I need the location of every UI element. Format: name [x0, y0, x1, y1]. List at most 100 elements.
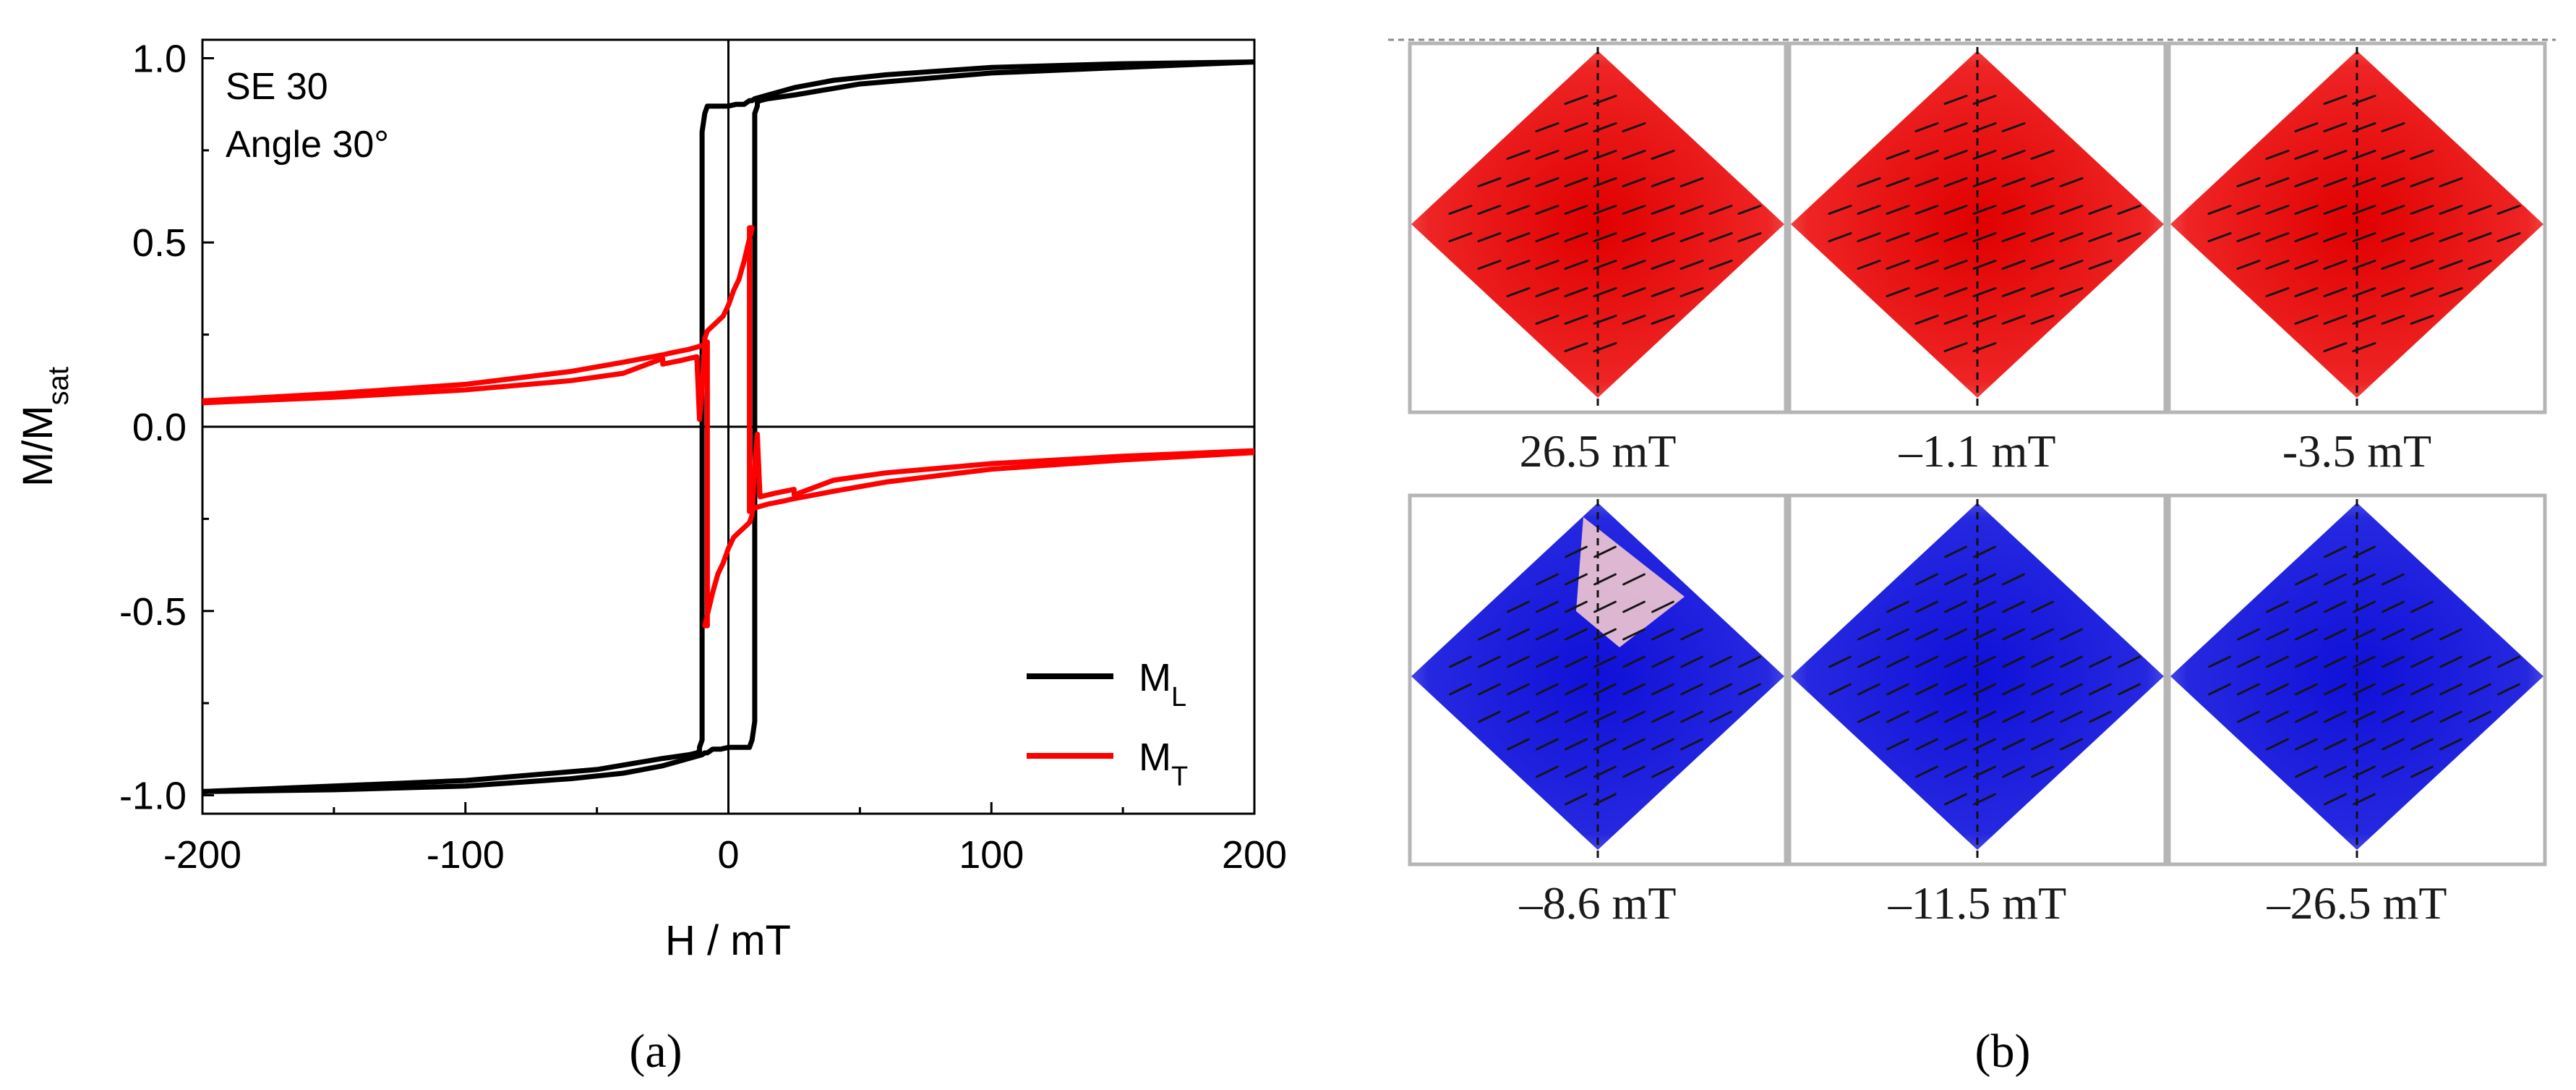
- snapshot-tile: -3.5 mT: [2167, 41, 2547, 477]
- snapshot-tile: –8.6 mT: [1408, 493, 1788, 929]
- moment-arrow: [1565, 793, 1588, 806]
- moment-arrow: [1857, 205, 1881, 215]
- moment-arrow: [2352, 122, 2376, 132]
- moment-arrow: [2353, 710, 2376, 723]
- moment-arrow: [1622, 600, 1646, 613]
- moment-arrow: [2117, 205, 2141, 215]
- moment-arrow: [1886, 260, 1910, 270]
- moment-arrow: [1972, 287, 1997, 297]
- moment-arrow: [2323, 205, 2348, 215]
- moment-arrow: [1477, 177, 1502, 187]
- moment-arrow: [2439, 655, 2462, 668]
- moment-arrow: [1943, 122, 1968, 132]
- moment-arrow: [2324, 628, 2347, 641]
- moment-arrow: [2353, 738, 2376, 751]
- moment-arrow: [1944, 793, 1967, 806]
- moment-arrow: [2468, 205, 2492, 215]
- moment-arrow: [2324, 655, 2347, 668]
- moment-arrow: [1565, 683, 1588, 696]
- moment-arrow: [2410, 315, 2434, 325]
- moment-arrow: [1972, 315, 1997, 325]
- moment-arrow: [2323, 342, 2348, 352]
- moment-arrow: [2294, 232, 2319, 242]
- moment-arrow: [1449, 683, 1472, 696]
- moment-arrow: [2059, 177, 2084, 187]
- legend-label-ml: ML: [1139, 656, 1186, 712]
- moment-arrow: [1973, 683, 1996, 696]
- moment-arrow: [2439, 738, 2462, 751]
- moment-arrow: [2324, 573, 2347, 586]
- moment-arrow: [2089, 655, 2112, 668]
- moment-arrow: [2294, 150, 2319, 160]
- moment-arrow: [2295, 710, 2318, 723]
- moment-arrow: [2059, 260, 2084, 270]
- moment-arrow: [2294, 122, 2319, 132]
- moment-arrow: [1973, 573, 1996, 586]
- moment-arrow: [1593, 573, 1617, 586]
- zero-lines: [202, 40, 1254, 814]
- moment-arrow: [2381, 232, 2405, 242]
- moment-arrow: [1506, 232, 1531, 242]
- moment-arrow: [1506, 177, 1531, 187]
- moment-arrow: [1622, 655, 1646, 668]
- moment-arrow: [2439, 260, 2463, 270]
- moment-arrow: [1651, 315, 1675, 325]
- moment-arrow: [1886, 205, 1910, 215]
- moment-arrow: [1593, 793, 1617, 806]
- moment-arrow: [1857, 232, 1881, 242]
- moment-arrow: [2382, 628, 2405, 641]
- moment-arrow: [1478, 628, 1501, 641]
- series-m-l-branch-1: [202, 59, 1255, 794]
- moment-arrow: [1651, 683, 1674, 696]
- moment-arrow: [2381, 177, 2405, 187]
- moment-arrow: [1622, 738, 1646, 751]
- snapshot-tile: –26.5 mT: [2167, 493, 2547, 929]
- moment-arrow: [2001, 205, 2026, 215]
- moment-arrow: [2059, 232, 2084, 242]
- moment-arrow: [2323, 150, 2348, 160]
- moment-arrow: [1886, 150, 1910, 160]
- y-tick-label: -0.5: [119, 590, 187, 634]
- moment-arrow: [1535, 122, 1559, 132]
- snapshot-tile: 26.5 mT: [1408, 41, 1788, 477]
- moment-arrow: [1593, 177, 1617, 187]
- moment-arrow: [1914, 315, 1939, 325]
- moment-arrow: [2294, 177, 2319, 187]
- moment-arrow: [1972, 122, 1997, 132]
- moment-arrow: [1507, 738, 1530, 751]
- annotation-line-1: SE 30: [226, 66, 328, 108]
- moment-arrow: [1565, 545, 1588, 558]
- moment-arrow: [1679, 232, 1704, 242]
- y-axis-label: M/Msat: [14, 367, 74, 487]
- moment-arrow: [1915, 683, 1938, 696]
- moment-arrow: [2030, 232, 2055, 242]
- moment-arrow: [2468, 710, 2491, 723]
- moment-arrow: [1973, 600, 1996, 613]
- moment-arrow: [1564, 315, 1588, 325]
- moment-arrow: [2324, 600, 2347, 613]
- moment-arrow: [1622, 150, 1646, 160]
- moment-arrow: [2352, 95, 2376, 105]
- moment-arrow: [1944, 655, 1967, 668]
- tiles-layer: 26.5 mT –1.1 mT -3.5 mT –8.6 mT –11.5 mT –26.…: [1408, 41, 2547, 929]
- moment-arrow: [1506, 150, 1531, 160]
- moment-arrow: [2266, 683, 2289, 696]
- moment-arrow: [2324, 545, 2347, 558]
- moment-arrow: [2118, 683, 2141, 696]
- moment-arrow: [2352, 315, 2376, 325]
- moment-arrow: [2237, 628, 2260, 641]
- moment-arrow: [1564, 177, 1588, 187]
- moment-arrow: [2381, 260, 2405, 270]
- moment-arrow: [1506, 287, 1531, 297]
- moment-arrow: [2237, 683, 2260, 696]
- moment-arrow: [2382, 655, 2405, 668]
- moment-arrow: [2295, 573, 2318, 586]
- moment-arrow: [2410, 655, 2434, 668]
- magnetization-diamond: [1791, 51, 2164, 398]
- moment-arrow: [1564, 95, 1588, 105]
- moment-arrow: [1915, 738, 1938, 751]
- moment-arrow: [2323, 287, 2348, 297]
- moment-arrow: [2002, 710, 2025, 723]
- moment-arrow: [2439, 232, 2463, 242]
- moment-arrow: [2382, 600, 2405, 613]
